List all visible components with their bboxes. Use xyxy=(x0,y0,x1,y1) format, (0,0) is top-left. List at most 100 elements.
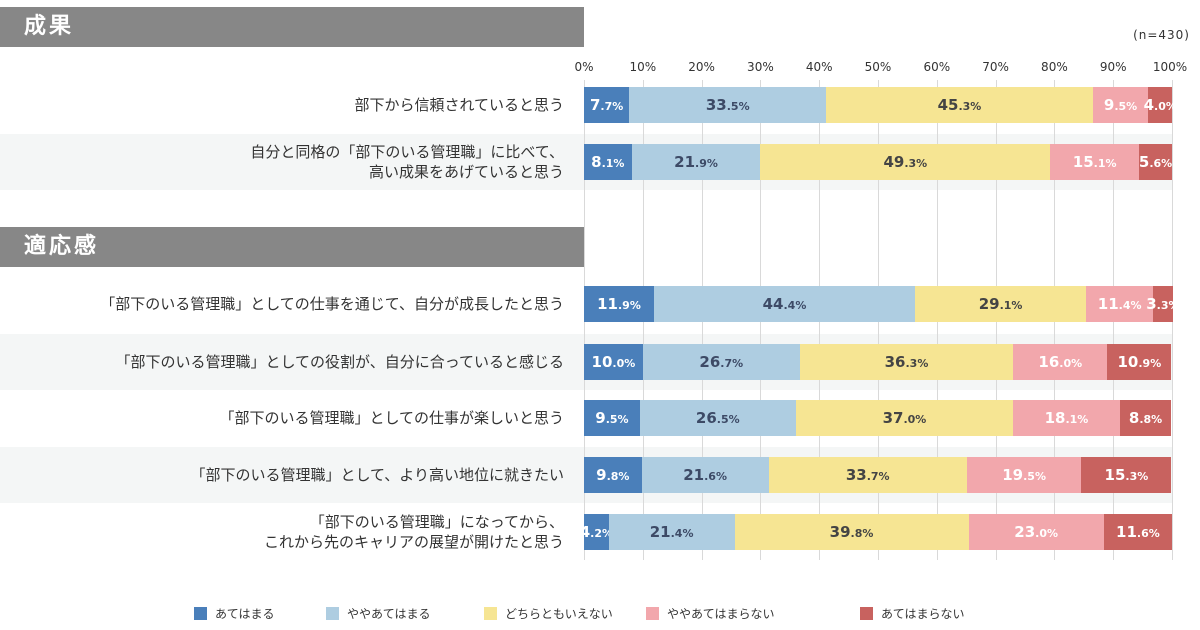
x-tick-label: 90% xyxy=(1099,60,1127,74)
legend-swatch xyxy=(860,607,873,620)
data-label: 9.5% xyxy=(1103,96,1138,114)
row-label: 「部下のいる管理職」としての役割が、自分に合っていると感じる xyxy=(0,344,564,380)
bar-segment: 36.3% xyxy=(799,344,1014,380)
bar-segment: 21.4% xyxy=(608,514,735,550)
row-label-line: 「部下のいる管理職」としての仕事を通じて、自分が成長したと思う xyxy=(100,295,564,313)
legend-swatch xyxy=(194,607,207,620)
bar-segment: 49.3% xyxy=(760,144,1051,180)
bar-segment: 26.5% xyxy=(639,400,796,436)
data-label: 8.1% xyxy=(591,153,625,171)
legend-label: ややあてはまらない xyxy=(667,607,775,621)
bar-segment: 11.9% xyxy=(584,286,654,322)
bar-segment: 10.0% xyxy=(584,344,643,380)
bar-segment: 8.1% xyxy=(584,144,632,180)
legend-label: あてはまる xyxy=(215,607,275,621)
sample-size-label: (n=430) xyxy=(1133,28,1190,42)
data-label: 15.3% xyxy=(1104,466,1149,484)
data-label: 7.7% xyxy=(589,96,624,114)
data-label: 11.9% xyxy=(597,295,641,313)
bar-segment: 23.0% xyxy=(968,514,1104,550)
bar-segment: 19.5% xyxy=(966,457,1082,493)
bar-segment: 26.7% xyxy=(642,344,800,380)
x-tick-label: 70% xyxy=(982,60,1009,74)
data-label: 44.4% xyxy=(762,295,807,313)
bar-segment: 16.0% xyxy=(1013,344,1108,380)
x-tick-label: 40% xyxy=(805,60,833,74)
data-label: 10.9% xyxy=(1117,353,1162,371)
data-label: 39.8% xyxy=(829,523,874,541)
legend-item: あてはまる xyxy=(194,605,275,622)
bar-segment: 10.9% xyxy=(1107,344,1172,380)
bar-segment: 11.4% xyxy=(1086,286,1154,322)
bar-segment: 15.3% xyxy=(1081,457,1172,493)
legend-item: あてはまらない xyxy=(860,605,965,622)
legend-label: ややあてはまる xyxy=(347,607,431,621)
x-tick-label: 100% xyxy=(1152,60,1188,74)
legend-swatch xyxy=(646,607,659,620)
data-label: 11.6% xyxy=(1116,523,1160,541)
data-label: 19.5% xyxy=(1002,466,1046,484)
row-label-line: 「部下のいる管理職」になってから、 xyxy=(309,513,564,531)
data-label: 9.8% xyxy=(596,466,630,484)
data-label: 4.0% xyxy=(1143,96,1177,114)
bar-segment: 8.8% xyxy=(1119,400,1172,436)
data-label: 21.4% xyxy=(649,523,694,541)
bar-segment: 29.1% xyxy=(915,286,1087,322)
row-label: 「部下のいる管理職」になってから、これから先のキャリアの展望が開けたと思う xyxy=(0,513,564,551)
bar-segment: 21.9% xyxy=(631,144,761,180)
legend-item: どちらともいえない xyxy=(484,605,613,622)
x-tick-label: 30% xyxy=(747,60,774,74)
data-label: 33.7% xyxy=(845,466,890,484)
legend-item: ややあてはまらない xyxy=(646,605,775,622)
bar-segment: 9.5% xyxy=(584,400,640,436)
bar-segment: 39.8% xyxy=(734,514,969,550)
legend-label: どちらともいえない xyxy=(505,607,613,621)
data-label: 21.9% xyxy=(674,153,718,171)
data-label: 26.5% xyxy=(695,409,740,427)
section-header-adaptation: 適応感 xyxy=(0,227,584,267)
legend-swatch xyxy=(484,607,497,620)
x-tick-label: 60% xyxy=(923,60,951,74)
bar-segment: 9.5% xyxy=(1092,87,1149,123)
row-label-line: 自分と同格の「部下のいる管理職」に比べて、 xyxy=(250,143,564,161)
data-label: 10.0% xyxy=(591,353,636,371)
row-label-line: 「部下のいる管理職」として、より高い地位に就きたい xyxy=(190,466,564,484)
legend-label: あてはまらない xyxy=(881,607,965,621)
data-label: 33.5% xyxy=(705,96,750,114)
row-label-line: これから先のキャリアの展望が開けたと思う xyxy=(263,533,564,551)
bar-segment: 5.6% xyxy=(1139,144,1172,180)
x-tick-label: 50% xyxy=(864,60,892,74)
bar-segment: 15.1% xyxy=(1050,144,1140,180)
bar-segment: 33.5% xyxy=(629,87,827,123)
x-tick-label: 0% xyxy=(574,60,594,74)
section-header-performance: 成果 xyxy=(0,7,584,47)
bar-segment: 4.0% xyxy=(1144,87,1177,123)
data-label: 18.1% xyxy=(1044,409,1089,427)
row-label: 自分と同格の「部下のいる管理職」に比べて、 高い成果をあげていると思う xyxy=(0,143,564,181)
data-label: 49.3% xyxy=(883,153,928,171)
data-label: 8.8% xyxy=(1128,409,1163,427)
data-label: 45.3% xyxy=(937,96,982,114)
x-tick-label: 80% xyxy=(1041,60,1068,74)
row-label: 「部下のいる管理職」として、より高い地位に就きたい xyxy=(0,457,564,493)
bar-segment: 33.7% xyxy=(768,457,967,493)
row-label: 「部下のいる管理職」としての仕事が楽しいと思う xyxy=(0,400,564,436)
data-label: 5.6% xyxy=(1138,153,1173,171)
data-label: 36.3% xyxy=(884,353,929,371)
x-tick-label: 20% xyxy=(688,60,715,74)
row-label-line: 「部下のいる管理職」としての役割が、自分に合っていると感じる xyxy=(115,353,564,371)
data-label: 29.1% xyxy=(978,295,1023,313)
data-label: 23.0% xyxy=(1014,523,1059,541)
bar-segment: 3.3% xyxy=(1146,286,1180,322)
row-label-line: 部下から信頼されていると思う xyxy=(354,96,564,114)
row-label: 「部下のいる管理職」としての仕事を通じて、自分が成長したと思う xyxy=(0,286,564,322)
bar-segment: 37.0% xyxy=(795,400,1014,436)
legend-swatch xyxy=(326,607,339,620)
data-label: 26.7% xyxy=(699,353,744,371)
data-label: 16.0% xyxy=(1038,353,1083,371)
data-label: 4.2% xyxy=(579,523,613,541)
x-tick-label: 10% xyxy=(629,60,657,74)
bar-segment: 18.1% xyxy=(1013,400,1120,436)
row-label-line: 「部下のいる管理職」としての仕事が楽しいと思う xyxy=(219,409,564,427)
bar-segment: 9.8% xyxy=(584,457,642,493)
